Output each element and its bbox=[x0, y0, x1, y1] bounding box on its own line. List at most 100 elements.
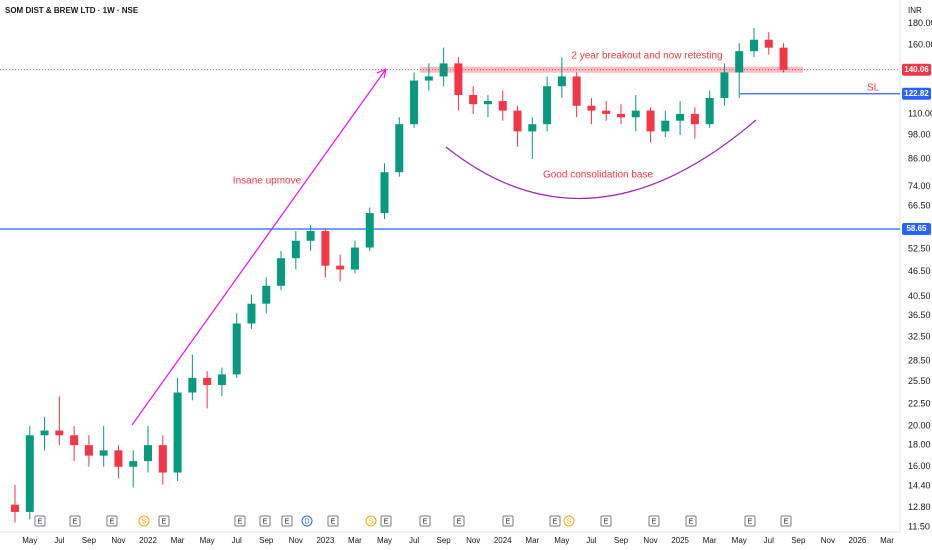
event-label: E bbox=[689, 518, 694, 525]
y-tick-label: 22.50 bbox=[908, 399, 931, 409]
y-tick-label: 32.50 bbox=[908, 331, 931, 341]
x-tick-label: May bbox=[732, 536, 747, 545]
x-tick-label: Jul bbox=[232, 536, 242, 545]
event-marker bbox=[419, 515, 431, 527]
y-tick-label: 20.00 bbox=[908, 420, 931, 430]
event-label: E bbox=[506, 518, 511, 525]
candle-body bbox=[469, 94, 478, 105]
candle-body bbox=[277, 258, 286, 286]
y-tick-label: 110.00 bbox=[908, 108, 932, 118]
candle-body bbox=[114, 450, 123, 467]
candle-body bbox=[203, 377, 212, 386]
y-tick-label: 16.00 bbox=[908, 461, 931, 471]
candle-body bbox=[543, 86, 552, 125]
candle-body bbox=[764, 39, 773, 48]
candle-body bbox=[602, 110, 611, 114]
candle-body bbox=[735, 51, 744, 73]
candle-body bbox=[750, 39, 758, 52]
x-tick-label: May bbox=[200, 536, 215, 545]
event-label: E bbox=[331, 518, 336, 525]
candle-body bbox=[336, 265, 345, 270]
candle-body bbox=[84, 445, 93, 456]
price-label: 140.06 bbox=[904, 65, 929, 74]
x-tick-label: Nov bbox=[466, 536, 480, 545]
y-tick-label: 66.50 bbox=[908, 200, 931, 210]
candle-body bbox=[616, 113, 625, 118]
x-tick-label: 2025 bbox=[671, 536, 689, 545]
x-tick-label: Sep bbox=[259, 536, 274, 545]
candle-body bbox=[173, 392, 182, 473]
x-tick-label: Sep bbox=[82, 536, 97, 545]
candle-body bbox=[129, 461, 138, 467]
x-tick-label: 2024 bbox=[494, 536, 512, 545]
price-label-box bbox=[902, 223, 931, 236]
base-arc bbox=[445, 119, 757, 200]
event-marker bbox=[34, 515, 46, 527]
x-tick-label: Mar bbox=[880, 536, 894, 545]
trend-arrow bbox=[131, 68, 387, 426]
candle-body bbox=[25, 435, 34, 512]
candle-body bbox=[690, 113, 699, 125]
candle-body bbox=[350, 247, 359, 270]
event-marker bbox=[685, 515, 697, 527]
candle-body bbox=[528, 124, 537, 132]
event-label: E bbox=[162, 518, 167, 525]
event-marker bbox=[502, 515, 514, 527]
x-tick-label: 2026 bbox=[849, 536, 867, 545]
y-tick-label: 12.80 bbox=[908, 502, 931, 512]
event-label: E bbox=[553, 518, 558, 525]
y-tick-label: 28.50 bbox=[908, 355, 931, 365]
candle-body bbox=[40, 430, 49, 436]
x-tick-label: Mar bbox=[703, 536, 717, 545]
candle-body bbox=[661, 120, 670, 132]
candle-body bbox=[513, 110, 522, 132]
candle-body bbox=[410, 80, 419, 125]
x-tick-label: Sep bbox=[791, 536, 806, 545]
event-marker bbox=[138, 515, 150, 527]
event-label: S bbox=[369, 518, 374, 525]
y-tick-label: 86.00 bbox=[908, 153, 931, 163]
candle-body bbox=[11, 504, 19, 512]
candle-body bbox=[498, 101, 507, 111]
event-label: E bbox=[73, 518, 78, 525]
candle-body bbox=[55, 430, 64, 436]
candle-body bbox=[380, 172, 389, 214]
chart-title: SOM DIST & BREW LTD · 1W · NSE bbox=[5, 6, 139, 15]
candle-body bbox=[779, 47, 788, 70]
x-tick-label: Jul bbox=[586, 536, 596, 545]
event-marker bbox=[158, 515, 170, 527]
candle-body bbox=[262, 285, 271, 304]
event-marker bbox=[744, 515, 756, 527]
currency-label: INR bbox=[908, 6, 922, 15]
candle-body bbox=[188, 377, 197, 393]
candle-body bbox=[483, 101, 492, 105]
x-tick-label: Nov bbox=[821, 536, 835, 545]
x-tick-label: 2022 bbox=[139, 536, 157, 545]
candle-body bbox=[587, 105, 596, 111]
candle-body bbox=[631, 110, 640, 118]
candle-body bbox=[306, 231, 315, 241]
y-tick-label: 52.50 bbox=[908, 244, 931, 254]
price-label-box bbox=[902, 87, 931, 100]
candle-body bbox=[158, 445, 167, 473]
x-tick-label: Nov bbox=[111, 536, 125, 545]
x-tick-label: 2023 bbox=[316, 536, 334, 545]
event-marker bbox=[281, 515, 293, 527]
candle-body bbox=[321, 231, 330, 266]
y-tick-label: 180.00 bbox=[908, 18, 932, 28]
event-label: D bbox=[304, 518, 309, 525]
y-tick-label: 40.50 bbox=[908, 291, 931, 301]
x-tick-label: May bbox=[377, 536, 392, 545]
event-marker bbox=[301, 515, 313, 527]
event-label: E bbox=[238, 518, 243, 525]
y-tick-label: 18.00 bbox=[908, 440, 931, 450]
x-tick-label: Mar bbox=[171, 536, 185, 545]
y-tick-label: 36.50 bbox=[908, 310, 931, 320]
event-label: E bbox=[652, 518, 657, 525]
candle-body bbox=[572, 76, 581, 106]
candle-body bbox=[247, 303, 256, 324]
candle-body bbox=[720, 72, 729, 99]
event-marker bbox=[380, 515, 392, 527]
candle-body bbox=[424, 76, 433, 81]
event-marker bbox=[106, 515, 118, 527]
